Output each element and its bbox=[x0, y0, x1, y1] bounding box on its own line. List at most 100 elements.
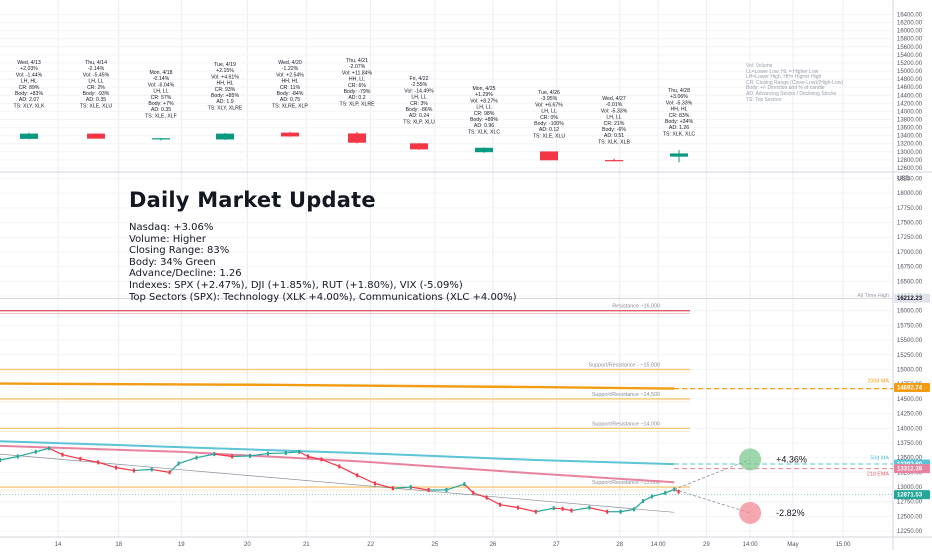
day-card-line: LH, LL bbox=[411, 95, 426, 101]
price-point bbox=[650, 494, 653, 499]
x-tick-label: 26 bbox=[490, 542, 497, 548]
overlay-line-top-sectors: Top Sectors (SPX): Technology (XLK +4.00… bbox=[129, 291, 517, 303]
price-segment bbox=[169, 463, 180, 473]
y-tick-label: 16000.00 bbox=[897, 29, 923, 35]
price-segment bbox=[35, 447, 50, 453]
price-segment bbox=[80, 458, 99, 463]
price-segment bbox=[298, 451, 309, 458]
day-card-line: Body: +85% bbox=[211, 93, 240, 99]
day-card-line: CR: 6% bbox=[348, 83, 366, 89]
price-point bbox=[534, 509, 537, 514]
day-card-line: TS: XLE, XLU bbox=[80, 103, 113, 109]
price-series bbox=[0, 446, 680, 514]
day-card-line: CR: 89% bbox=[19, 85, 40, 91]
day-card-line: Thu, 4/21 bbox=[346, 58, 368, 64]
day-card-line: Vol: +11.84% bbox=[342, 70, 373, 76]
overlay-title: Daily Market Update bbox=[129, 188, 376, 212]
x-tick-label: 14 bbox=[55, 542, 62, 548]
level-label: Support/Resistance ~14,000 bbox=[592, 421, 660, 427]
day-card-line: Vol: -5.33% bbox=[601, 108, 628, 114]
y-tick-label: 16500.00 bbox=[897, 279, 923, 285]
price-segment bbox=[392, 486, 411, 489]
price-point bbox=[61, 452, 64, 457]
price-segment bbox=[249, 452, 268, 457]
day-card-line: CR: 98% bbox=[474, 111, 495, 117]
x-tick-label: 18 bbox=[115, 542, 122, 548]
price-segment bbox=[0, 455, 18, 461]
overlay-line-nasdaq: Nasdaq: +3.06% bbox=[129, 222, 214, 233]
day-card-line: TS: XLRE, XLP bbox=[272, 103, 308, 109]
candle-body bbox=[216, 133, 234, 140]
price-segment bbox=[62, 454, 81, 460]
day-card-line: Body: -84% bbox=[277, 91, 304, 97]
abbreviation-legend: Vol: Volume LL=Lower Low, HL = Higher Lo… bbox=[746, 63, 843, 103]
day-card-line: HH, HL bbox=[670, 107, 687, 113]
support-resistance-levels: Resistance ~16,000 Support/Resistance - ~… bbox=[0, 304, 690, 491]
y-tick-label: 17250.00 bbox=[897, 235, 923, 241]
y-tick-label: 13200.00 bbox=[897, 142, 923, 148]
price-segment bbox=[356, 474, 376, 485]
price-segment bbox=[133, 468, 152, 472]
day-card-line: HH, HL bbox=[281, 79, 298, 85]
day-card-line: Vol: +2.54% bbox=[276, 72, 304, 78]
day-card-line: Vol: -5.33% bbox=[666, 100, 693, 106]
day-card-line: Vol: -5.45% bbox=[83, 72, 110, 78]
day-card-line: Tue, 4/26 bbox=[538, 90, 560, 96]
price-point bbox=[619, 509, 622, 514]
price-point bbox=[588, 505, 591, 510]
day-card-line: -2.07% bbox=[349, 64, 366, 70]
day-card-line: CR: 2% bbox=[87, 85, 105, 91]
price-point bbox=[249, 453, 252, 458]
ma200-line bbox=[0, 382, 675, 390]
y-tick-label: 18000.00 bbox=[897, 191, 923, 197]
market-update-panel: Daily Market Update Nasdaq: +3.06% Volum… bbox=[129, 188, 517, 303]
y-tick-label: 13000.00 bbox=[897, 150, 923, 156]
day-card-line: Body: -79% bbox=[344, 89, 371, 95]
price-point bbox=[168, 470, 171, 475]
y-tick-label: 16750.00 bbox=[897, 265, 923, 271]
overlay-line-body: Body: 34% Green bbox=[129, 256, 216, 268]
price-point bbox=[34, 449, 37, 454]
y-tick-label: 15400.00 bbox=[897, 53, 923, 59]
price-segment bbox=[589, 507, 608, 513]
y-tick-label: 12600.00 bbox=[897, 166, 923, 172]
day-card-line: TS: XLP, XLRE bbox=[339, 101, 375, 107]
price-point bbox=[485, 495, 488, 500]
level-label: Support/Resistance ~13,000 bbox=[592, 480, 660, 486]
day-card-line: Vol: -6.04% bbox=[148, 82, 175, 88]
y-tick-label: 12500.00 bbox=[897, 514, 923, 520]
price-segment bbox=[571, 507, 590, 512]
price-segment bbox=[307, 455, 322, 461]
price-segment bbox=[642, 495, 653, 502]
price-segment bbox=[98, 461, 117, 469]
x-tick-label: 15:00 bbox=[835, 542, 851, 548]
price-segment bbox=[486, 497, 501, 506]
price-tag-box bbox=[894, 293, 930, 303]
day-card-line: TS: XLK, XLB bbox=[598, 139, 631, 145]
price-point bbox=[409, 485, 412, 490]
y-tick-label: 15800.00 bbox=[897, 37, 923, 43]
day-card-line: CR: 21% bbox=[604, 121, 625, 127]
day-card-line: Body: -100% bbox=[534, 121, 564, 127]
candle-body bbox=[475, 147, 493, 153]
y-tick-label: 16400.00 bbox=[897, 12, 923, 18]
day-card-line: Vol: +6.67% bbox=[535, 102, 563, 108]
day-card-line: -3.95% bbox=[541, 96, 558, 102]
price-segment bbox=[620, 508, 635, 513]
price-segment bbox=[232, 455, 251, 458]
day-card-line: Body: +34% bbox=[665, 119, 694, 125]
level-label: Support/Resistance - ~15,000 bbox=[589, 362, 660, 368]
price-point bbox=[338, 464, 341, 469]
y-tick-label: 16000.00 bbox=[897, 309, 923, 315]
price-point bbox=[499, 502, 502, 507]
price-point bbox=[320, 457, 323, 462]
day-card-line: +2.03% bbox=[20, 66, 38, 72]
price-point bbox=[97, 460, 100, 465]
price-tag-label: 16212.23 bbox=[897, 296, 923, 302]
overlay-line-closing-range: Closing Range: 83% bbox=[129, 245, 230, 257]
price-segment bbox=[553, 507, 563, 510]
